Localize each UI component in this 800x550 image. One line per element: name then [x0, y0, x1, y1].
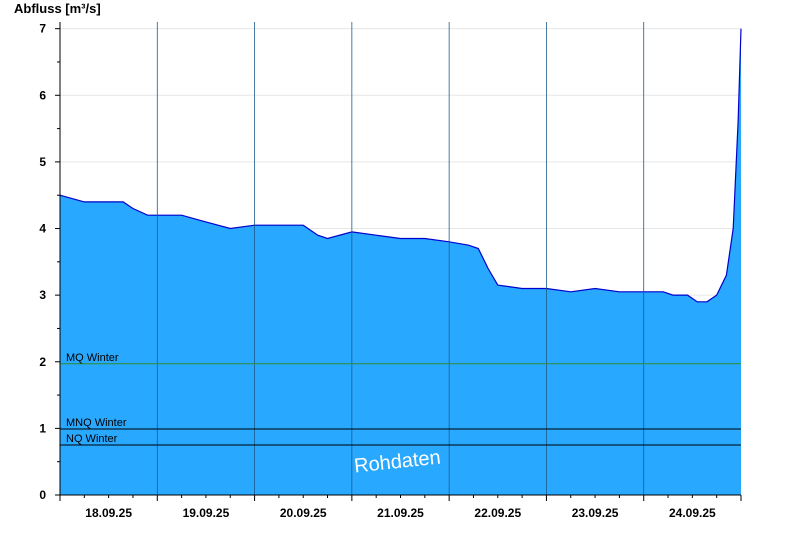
x-tick-label: 18.09.25 [85, 506, 132, 520]
x-tick-label: 22.09.25 [474, 506, 521, 520]
axes: 0 1 2 3 4 5 6 7 18.09.25 19.09.25 20.09.25 21.09.25… [39, 22, 742, 520]
reference-line-label: NQ Winter [66, 433, 118, 445]
y-tick-label: 0 [39, 488, 46, 502]
x-tick-label: 20.09.25 [280, 506, 327, 520]
y-tick-label: 7 [39, 22, 46, 36]
reference-line-label: MQ Winter [66, 352, 119, 364]
x-tick-label: 23.09.25 [572, 506, 619, 520]
x-tick-label: 21.09.25 [377, 506, 424, 520]
y-tick-label: 4 [39, 222, 46, 236]
y-tick-label: 2 [39, 355, 46, 369]
reference-lines: MQ Winter MNQ Winter NQ Winter [60, 352, 741, 446]
y-tick-label: 1 [39, 421, 46, 435]
x-tick-label: 19.09.25 [183, 506, 230, 520]
y-tick-label: 3 [39, 288, 46, 302]
x-tick-label: 24.09.25 [669, 506, 716, 520]
y-tick-label: 6 [39, 88, 46, 102]
discharge-line [59, 28, 742, 303]
y-tick-label: 5 [39, 155, 46, 169]
y-axis-label: Abfluss [m³/s] [14, 1, 101, 16]
discharge-area-fill [60, 28, 741, 495]
discharge-area [59, 22, 742, 495]
reference-line-label: MNQ Winter [66, 417, 127, 429]
